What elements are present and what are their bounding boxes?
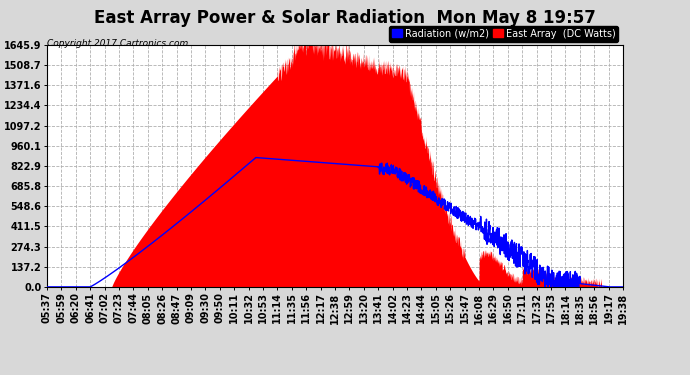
- Text: East Array Power & Solar Radiation  Mon May 8 19:57: East Array Power & Solar Radiation Mon M…: [94, 9, 596, 27]
- Text: Copyright 2017 Cartronics.com: Copyright 2017 Cartronics.com: [47, 39, 188, 48]
- Legend: Radiation (w/m2), East Array  (DC Watts): Radiation (w/m2), East Array (DC Watts): [389, 26, 618, 42]
